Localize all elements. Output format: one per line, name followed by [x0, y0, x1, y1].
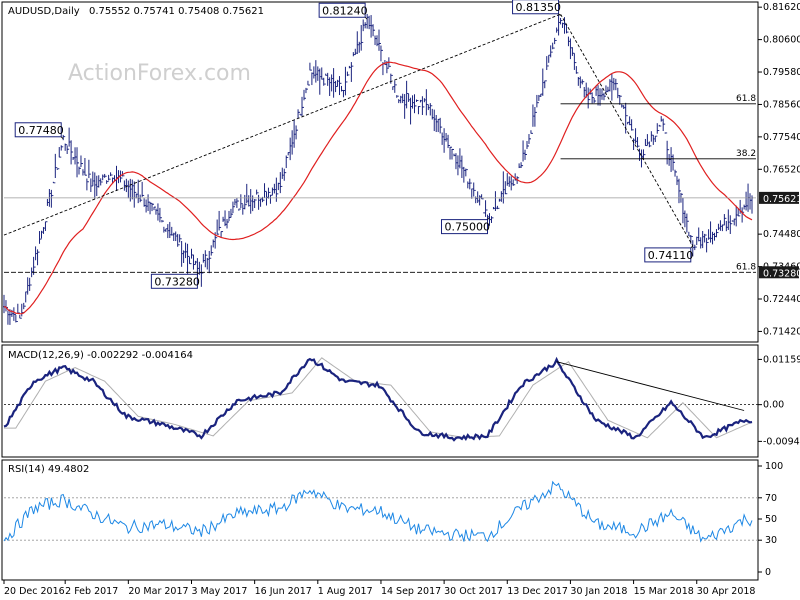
x-axis: 20 Dec 2016 2 Feb 2017 20 Mar 2017 3 May 20…	[3, 580, 756, 597]
macd-panel: MACD(12,26,9) -0.002292 -0.004164 0.0115…	[1, 344, 800, 458]
price-trendlines: 61.8 38.2 61.8	[3, 13, 756, 273]
price-annotation-label: 0.73280	[154, 275, 200, 288]
rsi-y-axis: 100 70 50 30 0	[758, 461, 783, 578]
rsi-line	[3, 480, 758, 543]
watermark: ActionForex.com	[68, 61, 251, 86]
rsi-y-tick-label: 0	[765, 567, 771, 578]
rsi-y-tick-label: 100	[765, 461, 783, 472]
macd-title: MACD(12,26,9) -0.002292 -0.004164	[8, 350, 193, 361]
x-tick-label: 20 Dec 2016	[4, 586, 65, 597]
price-annotation-label: 0.77480	[18, 124, 64, 137]
price-annotations: 0.77480 0.73280 0.81240 0.75000 0.81350 0.741…	[14, 0, 694, 289]
price-annotation-label: 0.81240	[322, 4, 368, 17]
rsi-plot-frame	[1, 459, 759, 581]
price-y-tick-label: 0.74480	[763, 229, 800, 240]
price-annotation: 0.81240	[318, 2, 368, 20]
level-tag: 0.73280	[759, 266, 800, 279]
x-tick-label: 13 Dec 2017	[507, 586, 568, 597]
price-annotation: 0.75000	[441, 217, 491, 235]
x-tick-label: 30 Jan 2018	[570, 586, 627, 597]
x-tick-label: 3 May 2017	[191, 586, 247, 597]
last-price-tag: 0.75621	[759, 191, 800, 205]
price-annotation: 0.77480	[14, 122, 64, 140]
price-y-tick-label: 0.71420	[763, 326, 800, 337]
price-y-tick-label: 0.80600	[763, 35, 800, 46]
macd-y-tick-label: 0.00	[763, 400, 784, 411]
rsi-y-tick-label: 50	[765, 514, 777, 525]
price-y-tick-label: 0.77540	[763, 132, 800, 143]
price-y-tick-label: 0.79580	[763, 67, 800, 78]
rsi-y-tick-label: 30	[765, 535, 777, 546]
price-y-tick-label: 0.72440	[763, 294, 800, 305]
macd-plot-frame	[1, 344, 759, 458]
price-symbol: AUDUSD,Daily	[8, 6, 80, 17]
price-annotation-label: 0.81350	[516, 1, 562, 14]
moving-average-line	[3, 61, 753, 315]
rsi-title: RSI(14) 49.4802	[8, 464, 89, 475]
price-candles	[3, 13, 753, 325]
rsi-panel: RSI(14) 49.4802 100 70 50 30 0	[1, 459, 783, 581]
trendline-decline	[560, 13, 694, 247]
macd-line	[3, 356, 753, 442]
price-ohlc-header: 0.75552 0.75741 0.75408 0.75621	[89, 6, 264, 17]
fib-level-label: 38.2	[736, 149, 756, 159]
price-annotation-label: 0.75000	[445, 221, 491, 234]
macd-lines	[3, 356, 758, 442]
rsi-line	[3, 480, 753, 543]
price-annotation: 0.81350	[512, 0, 562, 17]
fib-level-label: 61.8	[736, 94, 756, 104]
price-y-tick-label: 0.76520	[763, 164, 800, 175]
macd-y-tick-label: 0.01159	[763, 354, 800, 365]
x-tick-label: 14 Sep 2017	[381, 586, 441, 597]
price-annotation: 0.74110	[644, 245, 694, 263]
x-tick-label: 30 Apr 2018	[697, 586, 756, 597]
x-tick-label: 15 Mar 2018	[634, 586, 694, 597]
x-tick-label: 30 Oct 2017	[444, 586, 503, 597]
x-tick-label: 20 Mar 2017	[128, 586, 188, 597]
price-annotation: 0.73280	[150, 272, 200, 289]
price-panel: ActionForex.com AUDUSD,Daily 0.75552 0.7…	[1, 0, 800, 343]
x-tick-label: 2 Feb 2017	[65, 586, 118, 597]
macd-y-tick-label: -0.009408	[763, 436, 800, 447]
price-y-tick-label: 0.81620	[763, 2, 800, 13]
macd-trendline	[556, 361, 745, 411]
level-tag-text: 0.73280	[763, 268, 800, 279]
last-price-tag-text: 0.75621	[763, 194, 800, 205]
macd-y-axis: 0.01159 0.00 -0.009408	[758, 354, 800, 447]
price-y-axis: 0.81620 0.80600 0.79580 0.78560 0.77540 0.765…	[758, 2, 800, 337]
x-tick-label: 16 Jun 2017	[255, 586, 312, 597]
price-plot-frame	[1, 1, 759, 343]
rsi-y-tick-label: 70	[765, 493, 777, 504]
x-tick-label: 1 Aug 2017	[318, 586, 373, 597]
fib-level-label: 61.8	[736, 262, 756, 272]
price-annotation-label: 0.74110	[648, 249, 694, 262]
price-y-tick-label: 0.78560	[763, 99, 800, 110]
